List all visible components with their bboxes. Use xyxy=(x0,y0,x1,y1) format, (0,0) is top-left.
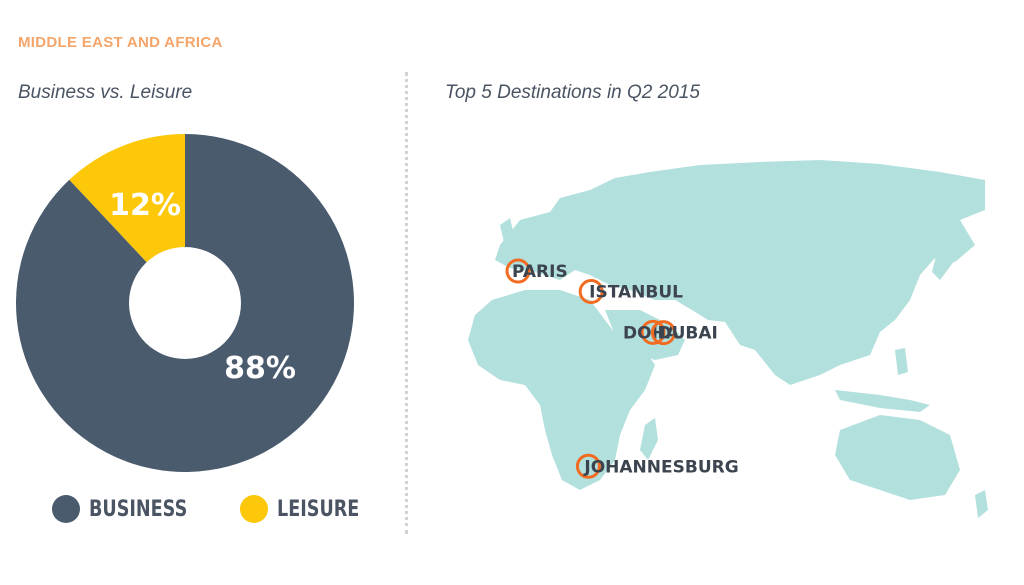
city-label-paris: PARIS xyxy=(512,262,568,282)
section-title: MIDDLE EAST AND AFRICA xyxy=(18,34,223,51)
marker-paris xyxy=(505,258,531,284)
chart-legend: BUSINESS LEISURE xyxy=(52,492,408,526)
landmass-indonesia xyxy=(835,390,930,412)
landmass-madagascar xyxy=(640,418,658,460)
legend-item-leisure: LEISURE xyxy=(239,495,380,523)
city-label-istanbul: ISTANBUL xyxy=(589,283,683,303)
landmass-philippines xyxy=(895,348,908,375)
landmass-uk xyxy=(500,218,514,242)
landmass-africa xyxy=(468,290,655,490)
marker-johannesburg xyxy=(575,453,601,479)
marker-dubai xyxy=(650,320,676,346)
marker-doha xyxy=(640,319,666,345)
map-title: Top 5 Destinations in Q2 2015 xyxy=(445,82,700,103)
slice-label-business: 88% xyxy=(224,351,296,386)
legend-swatch-business xyxy=(52,495,80,523)
landmass-australia xyxy=(835,415,960,500)
slice-label-leisure: 12% xyxy=(109,188,181,223)
landmass-japan xyxy=(932,235,955,280)
chart-title: Business vs. Leisure xyxy=(18,82,193,103)
landmass-eurasia xyxy=(495,160,985,385)
map-landmass xyxy=(468,160,988,518)
legend-item-business: BUSINESS xyxy=(52,495,212,523)
panel-divider xyxy=(405,72,408,534)
marker-istanbul xyxy=(578,279,604,305)
city-label-johannesburg: JOHANNESBURG xyxy=(583,457,738,477)
legend-swatch-leisure xyxy=(239,495,268,523)
legend-label-business: BUSINESS xyxy=(89,496,188,522)
donut-chart: 88% 12% xyxy=(15,134,354,473)
donut-hole xyxy=(129,247,241,359)
city-label-dubai: DUBAI xyxy=(657,324,717,344)
landmass-new-zealand xyxy=(975,490,988,518)
legend-label-leisure: LEISURE xyxy=(276,496,360,522)
